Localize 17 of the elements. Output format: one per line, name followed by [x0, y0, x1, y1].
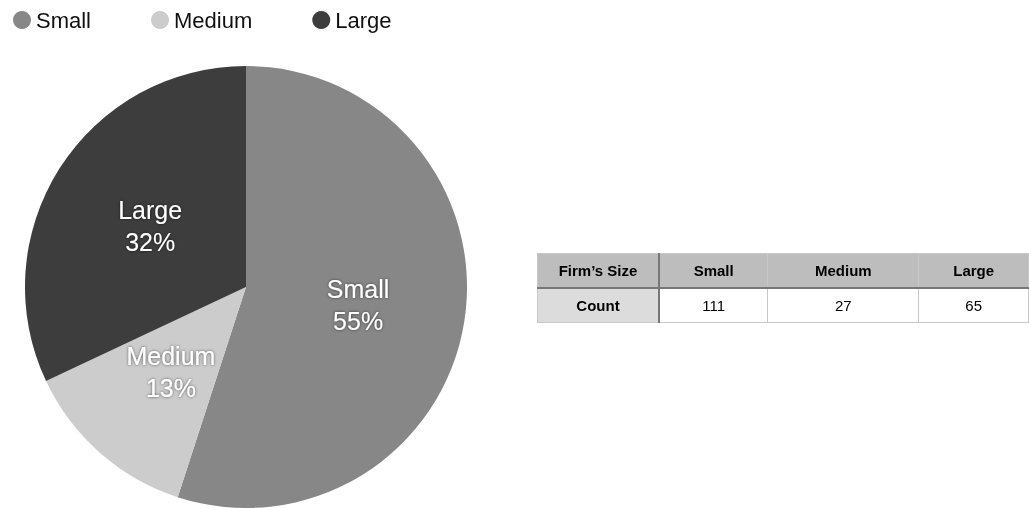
legend-label: Large — [335, 7, 392, 33]
data-label: 111 — [659, 288, 768, 323]
category-label: Small — [659, 253, 768, 288]
legend-label: Medium — [174, 7, 253, 33]
legend-label: Small — [36, 7, 92, 33]
category-label: Large — [918, 253, 1029, 288]
text: Count — [537, 288, 659, 323]
slice-label: Small — [326, 274, 390, 303]
data-label: 13% — [145, 374, 196, 403]
text: Firm’s Size — [537, 253, 659, 288]
slice-label: Medium — [126, 342, 216, 371]
data-label: 27 — [767, 288, 919, 323]
data-label: 65 — [918, 288, 1029, 323]
category-label: Medium — [767, 253, 919, 288]
data-label: 32% — [125, 228, 176, 257]
slice-label: Large — [118, 196, 183, 225]
data-label: 55% — [333, 306, 384, 335]
